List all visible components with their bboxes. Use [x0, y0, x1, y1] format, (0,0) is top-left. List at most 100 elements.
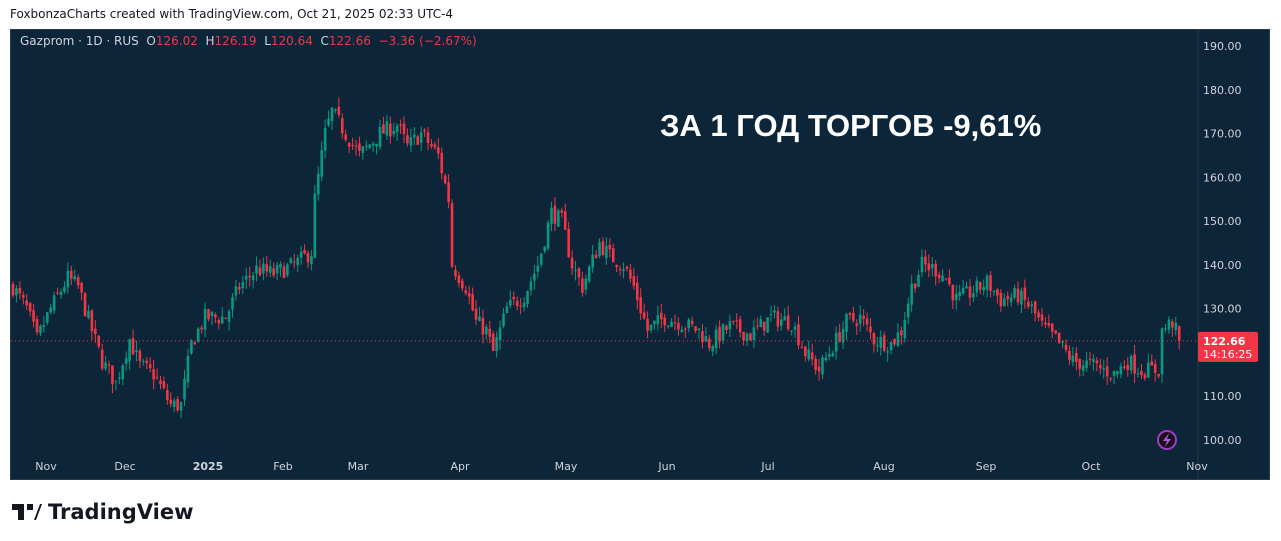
- candle-body: [797, 324, 800, 346]
- candle-body: [1033, 301, 1037, 314]
- candle-body: [519, 305, 522, 307]
- candle-body: [721, 324, 725, 341]
- candle-body: [958, 291, 961, 297]
- candle-body: [714, 329, 718, 349]
- candle-body: [310, 256, 313, 265]
- candle-body: [783, 316, 787, 321]
- candle-body: [1044, 322, 1047, 325]
- candle-body: [114, 380, 118, 382]
- candle-body: [1030, 304, 1034, 306]
- candle-body: [920, 256, 924, 273]
- candle-body: [313, 193, 317, 258]
- candle-body: [289, 258, 293, 264]
- candle-body: [94, 328, 97, 335]
- candle-body: [560, 210, 564, 213]
- candle-body: [148, 364, 152, 369]
- y-tick-label: 150.00: [1203, 215, 1242, 228]
- candle-body: [416, 136, 420, 145]
- candle-body: [124, 358, 128, 364]
- candle-body: [159, 380, 162, 385]
- candle-body: [553, 205, 557, 224]
- candle-body: [985, 275, 989, 290]
- candle-body: [1071, 355, 1075, 363]
- candle-body: [39, 325, 42, 334]
- candle-body: [807, 349, 811, 360]
- y-tick-label: 140.00: [1203, 259, 1242, 272]
- candle-body: [865, 318, 869, 325]
- symbol[interactable]: Gazprom · 1D · RUS: [20, 34, 139, 48]
- candle-body: [59, 291, 63, 295]
- candle-body: [172, 400, 176, 408]
- candle-body: [749, 333, 752, 341]
- candle-body: [107, 364, 111, 366]
- candle-body: [975, 280, 979, 293]
- candle-body: [1133, 354, 1136, 374]
- candle-body: [533, 273, 536, 281]
- candle-body: [1040, 314, 1044, 321]
- candle-body: [1026, 301, 1030, 307]
- y-tick-label: 110.00: [1203, 390, 1242, 403]
- candle-body: [100, 349, 104, 369]
- candle-body: [52, 295, 56, 311]
- tradingview-logo[interactable]: TradingView: [12, 500, 193, 524]
- candle-body: [886, 351, 889, 353]
- candle-body: [413, 134, 416, 138]
- candle-body: [292, 261, 296, 263]
- candle-body: [522, 302, 526, 308]
- candle-body: [697, 328, 701, 331]
- candle-body: [1160, 328, 1164, 375]
- candle-body: [1147, 362, 1150, 378]
- candle-body: [862, 315, 865, 319]
- candle-body: [707, 338, 711, 349]
- candle-body: [104, 362, 107, 369]
- candle-body: [683, 328, 687, 330]
- chart-credit: FoxbonzaCharts created with TradingView.…: [10, 7, 454, 21]
- symbol-legend: Gazprom · 1D · RUS O126.02 H126.19 L120.…: [20, 34, 477, 48]
- candle-body: [481, 317, 485, 335]
- candle-body: [615, 264, 618, 268]
- candle-body: [279, 264, 282, 268]
- candle-body: [73, 276, 77, 280]
- candle-body: [954, 293, 958, 301]
- candle-body: [1109, 378, 1112, 380]
- candle-body: [21, 294, 25, 298]
- candle-body: [999, 292, 1003, 307]
- candle-body: [1136, 373, 1140, 375]
- open-value: 126.02: [155, 34, 198, 48]
- candle-body: [972, 293, 975, 298]
- candle-body: [769, 314, 773, 316]
- candle-body: [762, 321, 766, 331]
- candle-body: [433, 144, 437, 148]
- y-tick-label: 100.00: [1203, 434, 1242, 447]
- candle-body: [917, 274, 920, 287]
- candle-body: [735, 320, 739, 322]
- candle-body: [1078, 358, 1082, 369]
- close-value: 122.66: [328, 34, 371, 48]
- candle-body: [605, 245, 608, 259]
- candle-body: [258, 267, 262, 276]
- high-value: 126.19: [214, 34, 257, 48]
- candle-body: [563, 211, 567, 230]
- candle-body: [1054, 330, 1058, 334]
- candle-body: [186, 356, 190, 383]
- candlestick-chart[interactable]: 190.00 180.00 170.00 160.00 150.00 140.00 130.…: [11, 30, 1269, 479]
- candle-body: [471, 294, 474, 311]
- candle-body: [1016, 288, 1020, 303]
- candle-body: [495, 337, 498, 351]
- candle-body: [200, 327, 203, 330]
- candle-body: [90, 310, 94, 332]
- candle-body: [35, 319, 39, 333]
- candle-body: [320, 150, 323, 177]
- candle-body: [670, 321, 673, 327]
- candle-body: [1129, 355, 1133, 371]
- candle-body: [255, 265, 258, 274]
- candle-body: [1006, 295, 1009, 300]
- candle-body: [1009, 297, 1013, 303]
- candle-body: [752, 327, 756, 341]
- chart-panel[interactable]: 190.00 180.00 170.00 160.00 150.00 140.00 130.…: [10, 29, 1270, 480]
- candle-body: [166, 390, 169, 400]
- candle-body: [557, 210, 560, 227]
- candle-body: [509, 299, 512, 306]
- candle-body: [930, 263, 934, 269]
- candle-body: [224, 317, 227, 319]
